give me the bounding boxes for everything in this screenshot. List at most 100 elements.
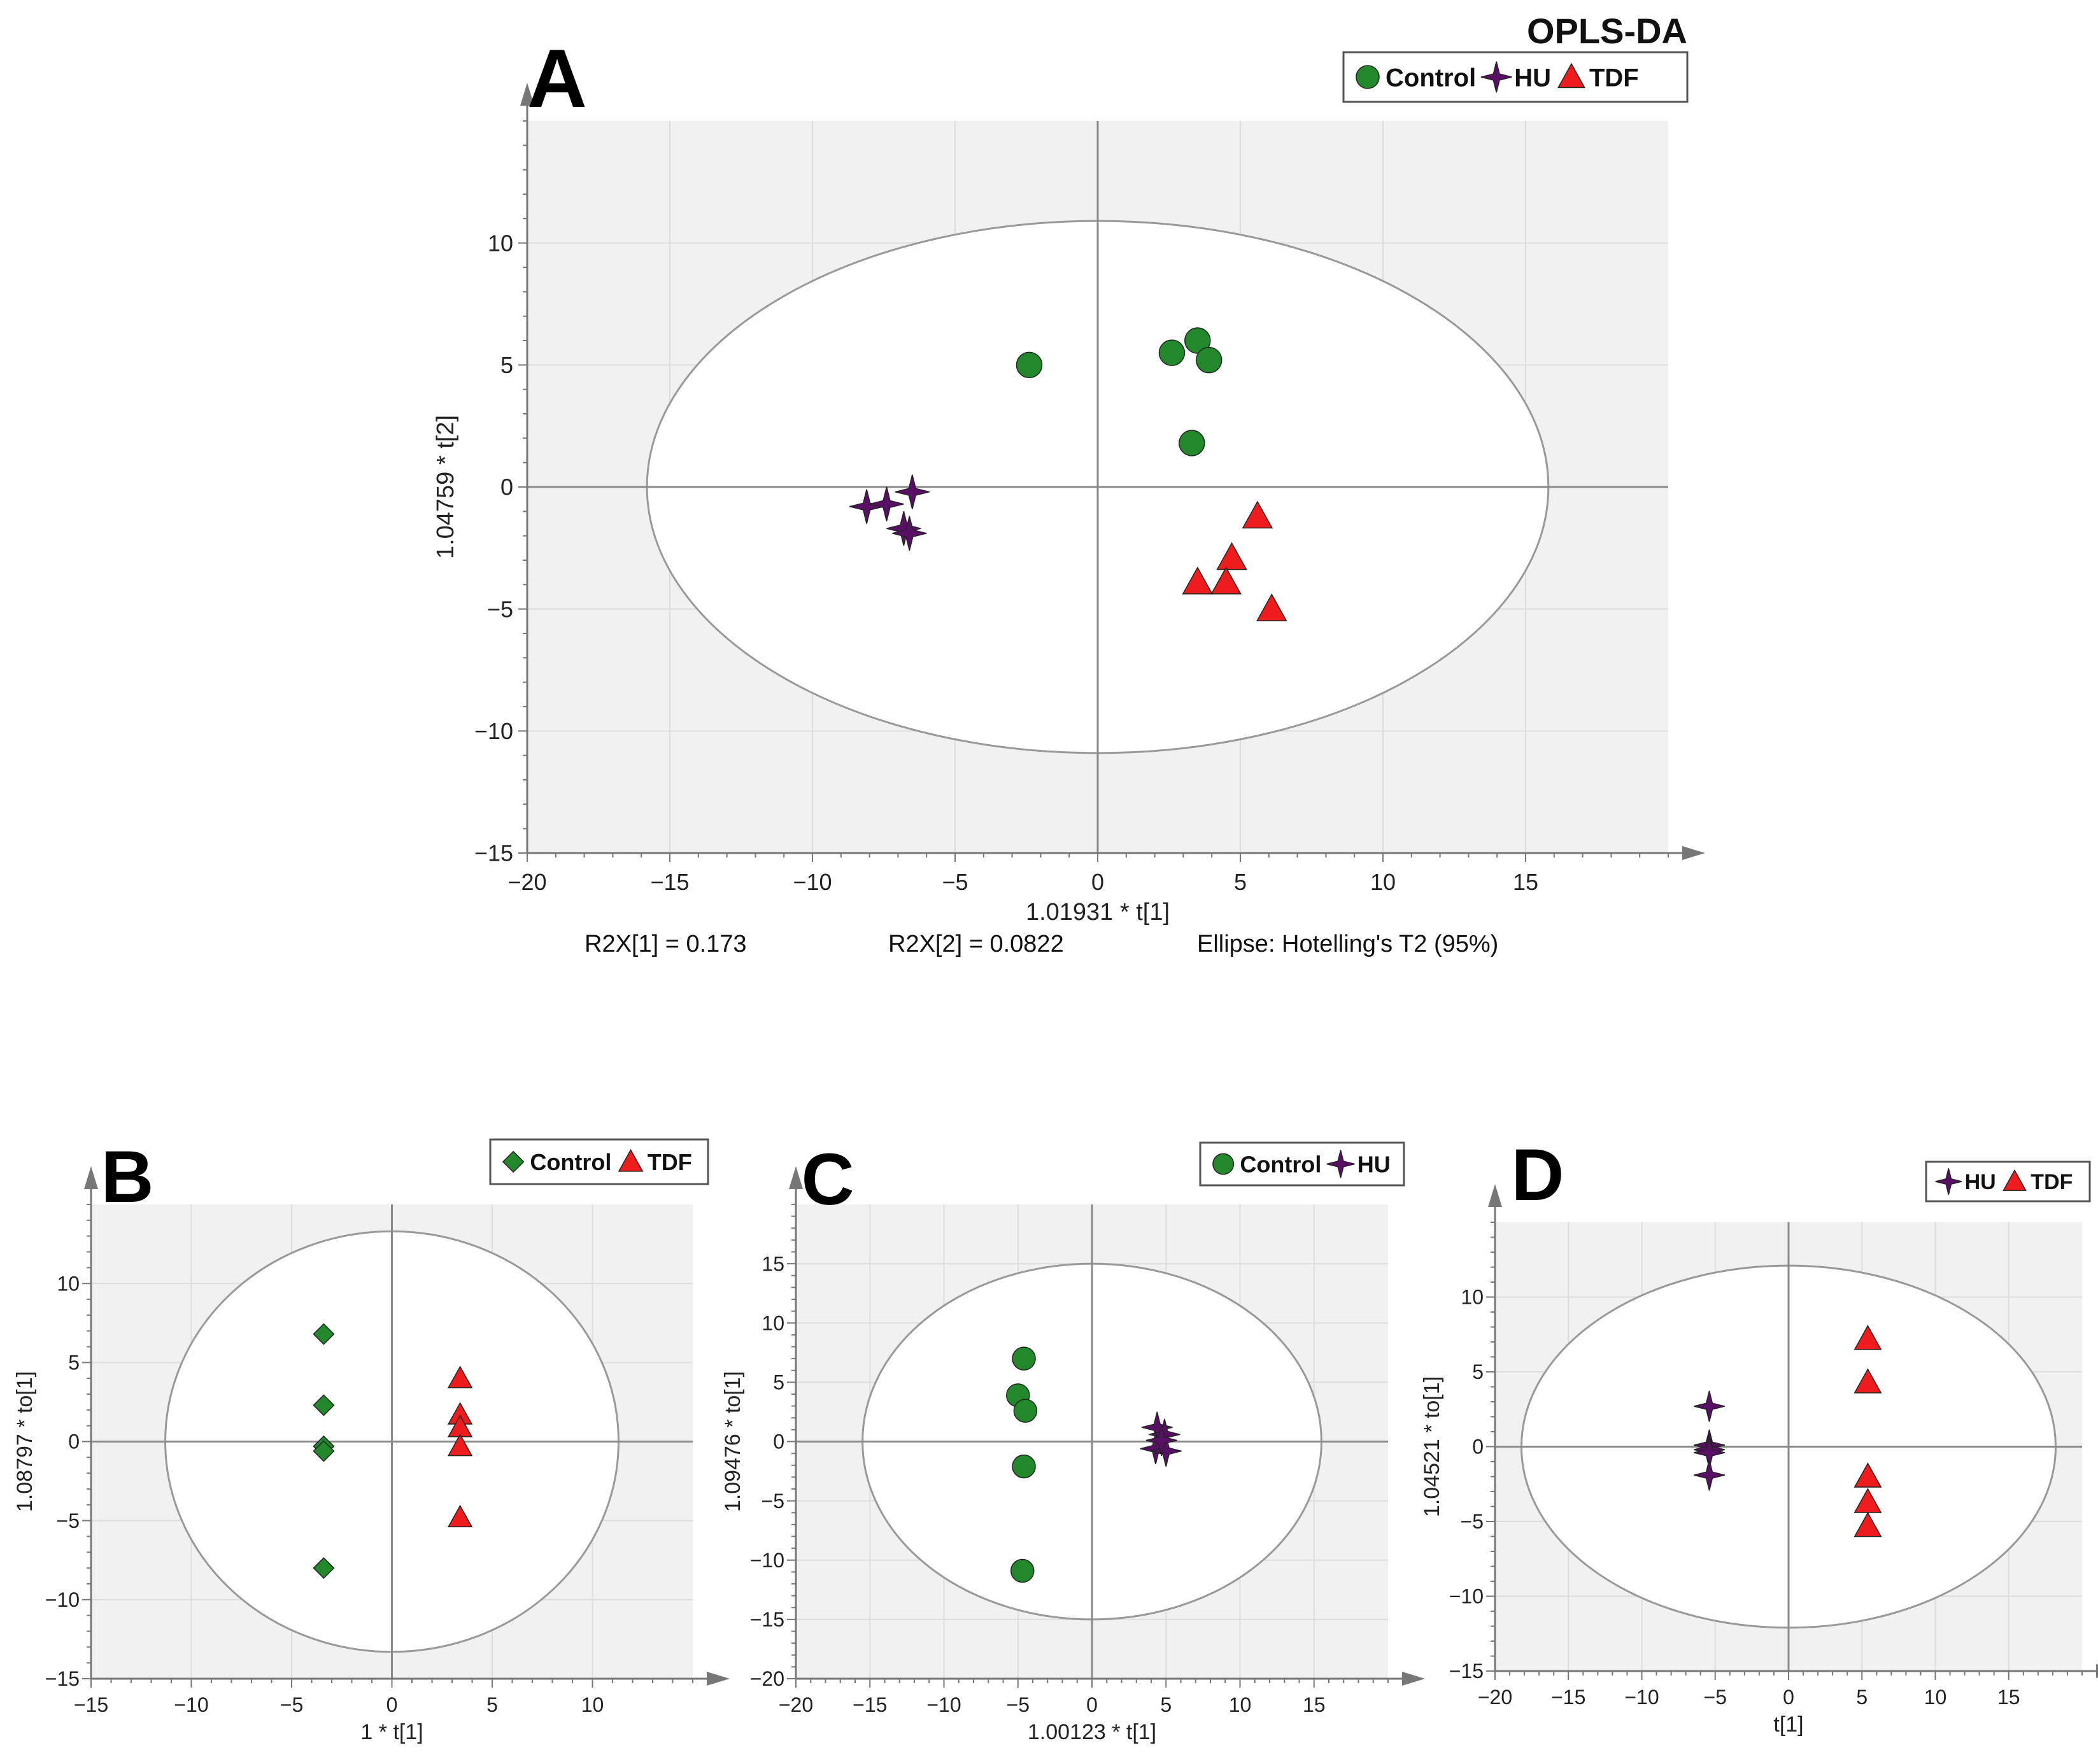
tdf-legend-marker	[618, 1148, 644, 1172]
x-axis-title: 1 * t[1]	[360, 1720, 423, 1744]
y-tick-label: 5	[773, 1371, 784, 1394]
panel-a: −20 −15 −10 −5 0 5 10 15 −15 −10 −5 0 5 10 1.01931 * t…	[432, 11, 1705, 957]
control-point	[1158, 339, 1186, 366]
x-tick-label: 0	[386, 1693, 398, 1716]
y-tick-label: 0	[500, 474, 513, 500]
tdf-point	[447, 1434, 473, 1457]
y-axis-title: 1.04521 * to[1]	[1420, 1376, 1444, 1517]
hu-point	[1694, 1459, 1726, 1491]
r2x2-annotation: R2X[2] = 0.0822	[888, 931, 1064, 957]
legend-box	[1199, 1141, 1405, 1187]
y-axis-arrow	[789, 1166, 803, 1189]
control-point	[313, 1394, 335, 1416]
hu-point	[1150, 1435, 1182, 1467]
x-tick-label: 10	[1229, 1693, 1252, 1716]
y-tick-label: −5	[762, 1490, 784, 1513]
tdf-point	[1853, 1462, 1882, 1488]
x-tick-label: 10	[1924, 1686, 1947, 1709]
x-tick-label: 10	[1370, 869, 1396, 895]
y-axis-arrow	[1488, 1184, 1502, 1207]
x-tick-label: −15	[650, 869, 689, 895]
tdf-point	[1242, 500, 1273, 529]
panel-d: −20 −15 −10 −5 0 5 10 15 −15 −10 −5 0 5 10 t[1] 1.04521…	[1420, 1134, 2098, 1737]
x-tick-label: −10	[793, 869, 832, 895]
hu-legend-marker	[1935, 1168, 1962, 1195]
hu-legend-marker	[1480, 61, 1512, 93]
x-tick-label: −15	[853, 1693, 887, 1716]
y-tick-label: −5	[1461, 1510, 1484, 1533]
y-axis-arrow	[84, 1166, 98, 1189]
series-hu	[1140, 1411, 1182, 1467]
x-tick-label: −15	[1551, 1686, 1585, 1709]
y-tick-label: −10	[45, 1588, 80, 1611]
panel-label: D	[1511, 1134, 1564, 1216]
series-control	[313, 1323, 335, 1579]
x-axis-arrow	[2096, 1664, 2098, 1678]
control-point	[1179, 430, 1205, 456]
control-legend-marker	[1212, 1153, 1235, 1175]
x-tick-label: −5	[280, 1693, 303, 1716]
legend-label: Control	[1386, 64, 1476, 92]
legend-box	[489, 1138, 709, 1185]
ellipse-annotation: Ellipse: Hotelling's T2 (95%)	[1197, 931, 1498, 957]
y-tick-label: −15	[474, 840, 513, 866]
y-axis-title: 1.04759 * t[2]	[432, 415, 459, 559]
x-tick-label: −20	[1478, 1686, 1512, 1709]
x-axis-title: 1.01931 * t[1]	[1026, 899, 1170, 926]
x-tick-label: 10	[581, 1693, 604, 1716]
y-tick-label: −20	[750, 1667, 784, 1690]
y-tick-label: 0	[68, 1430, 80, 1453]
tdf-point	[1182, 566, 1214, 595]
x-axis-title: t[1]	[1773, 1712, 1803, 1737]
x-tick-label: 15	[1513, 869, 1538, 895]
y-tick-label: 10	[1461, 1286, 1484, 1309]
y-tick-label: −15	[750, 1608, 784, 1631]
legend-box	[1342, 51, 1689, 103]
x-tick-label: −5	[1704, 1686, 1727, 1709]
hu-point	[1145, 1425, 1177, 1457]
tdf-point	[1256, 593, 1287, 621]
x-tick-label: 0	[1091, 869, 1104, 895]
y-tick-label: 5	[1472, 1360, 1484, 1383]
series-hu	[1694, 1390, 1726, 1491]
y-tick-label: −5	[57, 1509, 80, 1532]
y-tick-label: 10	[57, 1272, 80, 1295]
x-tick-label: 5	[1160, 1693, 1172, 1716]
chart-title: OPLS-DA	[1527, 11, 1687, 51]
y-tick-label: −10	[750, 1549, 784, 1572]
y-tick-label: 10	[488, 230, 513, 256]
series-control	[1006, 1346, 1038, 1583]
series-tdf	[1853, 1325, 1882, 1537]
y-tick-label: −10	[474, 718, 513, 744]
x-tick-label: 15	[1303, 1693, 1326, 1716]
tdf-point	[1210, 566, 1242, 595]
panel-c: −20 −15 −10 −5 0 5 10 15 −20 −15 −10 −5 0 5 10 15 1.0012…	[721, 1139, 1425, 1744]
x-tick-label: 0	[1783, 1686, 1794, 1709]
y-tick-label: 5	[500, 352, 513, 378]
x-tick-label: 0	[1086, 1693, 1098, 1716]
x-tick-label: −10	[1624, 1686, 1659, 1709]
y-tick-label: 5	[68, 1351, 80, 1374]
x-axis-title: 1.00123 * t[1]	[1028, 1720, 1156, 1744]
x-tick-label: −5	[1007, 1693, 1030, 1716]
legend-label: Control	[530, 1149, 611, 1175]
y-tick-label: −15	[45, 1667, 80, 1690]
tdf-point	[447, 1504, 473, 1528]
control-point	[1184, 327, 1211, 354]
y-axis-title: 1.08797 * to[1]	[13, 1371, 37, 1512]
legend: HU TDF	[1925, 1161, 2091, 1203]
legend-label: TDF	[2031, 1170, 2073, 1194]
panel-label: A	[527, 32, 587, 125]
x-axis-arrow	[707, 1672, 730, 1686]
series-tdf	[447, 1365, 473, 1528]
panel-label: C	[801, 1139, 854, 1220]
x-tick-label: −5	[942, 869, 968, 895]
tdf-point	[1216, 542, 1247, 570]
control-point	[1012, 1454, 1036, 1479]
tdf-point	[1853, 1325, 1882, 1350]
control-point	[313, 1440, 335, 1462]
tdf-legend-marker	[2002, 1169, 2027, 1191]
legend-label: TDF	[648, 1149, 692, 1175]
hu-point	[895, 474, 930, 509]
